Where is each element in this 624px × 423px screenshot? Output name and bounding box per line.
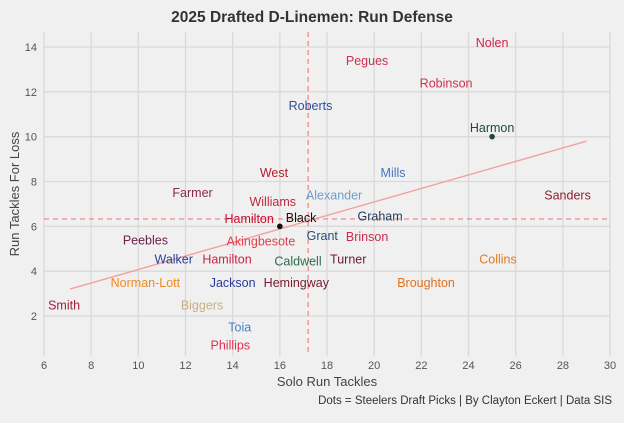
player-label: Toia	[228, 321, 251, 335]
player-label: Biggers	[181, 298, 223, 312]
y-tick-label: 8	[31, 177, 37, 189]
player-label: Black	[286, 211, 317, 225]
grid	[43, 32, 611, 356]
player-label: Sanders	[544, 188, 591, 202]
player-label: Graham	[357, 210, 402, 224]
player-label: Farmer	[172, 186, 212, 200]
player-label: Hemingway	[264, 276, 330, 290]
x-axis-label: Solo Run Tackles	[277, 374, 378, 389]
player-label: Walker	[154, 252, 192, 266]
player-label: Robinson	[420, 76, 473, 90]
x-tick-label: 12	[179, 360, 191, 372]
player-label: Harmon	[470, 121, 515, 135]
player-label: Alexander	[306, 188, 362, 202]
x-tick-label: 8	[88, 360, 94, 372]
steelers-pick-dot	[489, 133, 495, 140]
chart-title: 2025 Drafted D-Linemen: Run Defense	[171, 9, 453, 26]
x-tick-label: 6	[41, 360, 47, 372]
x-tick-label: 28	[557, 360, 569, 372]
player-label: Peebles	[123, 233, 168, 247]
y-axis-ticks: 2 4 6 8 10 12 14	[25, 42, 37, 323]
player-label: Hamilton	[225, 212, 274, 226]
y-tick-label: 14	[25, 42, 37, 54]
player-label: Turner	[330, 252, 366, 266]
player-label: Williams	[249, 195, 296, 209]
x-tick-label: 18	[321, 360, 333, 372]
x-tick-label: 20	[368, 360, 380, 372]
player-label: Pegues	[346, 54, 388, 68]
player-label: Grant	[307, 229, 339, 243]
x-tick-label: 24	[462, 360, 474, 372]
player-label: Brinson	[346, 230, 388, 244]
player-label: Collins	[479, 252, 517, 266]
y-tick-label: 6	[31, 221, 37, 233]
player-label: Jackson	[210, 276, 256, 290]
player-label: West	[260, 166, 289, 180]
player-label: Nolen	[476, 36, 509, 50]
trend-line	[69, 140, 587, 290]
y-tick-label: 12	[25, 87, 37, 99]
player-label: Norman-Lott	[111, 276, 181, 290]
x-tick-label: 30	[604, 360, 616, 372]
player-label: Mills	[381, 166, 406, 180]
caption: Dots = Steelers Draft Picks | By Clayton…	[318, 395, 612, 407]
y-tick-label: 4	[31, 266, 37, 278]
y-tick-label: 10	[25, 132, 37, 144]
player-label: Roberts	[289, 99, 333, 113]
player-label: Smith	[48, 298, 80, 312]
player-label: Hamilton	[202, 252, 251, 266]
player-label: Akingbesote	[227, 234, 296, 248]
point-labels: Nolen Pegues Robinson Roberts Harmon Mills Wes…	[48, 36, 591, 353]
x-tick-label: 26	[510, 360, 522, 372]
y-tick-label: 2	[31, 311, 37, 323]
x-tick-label: 16	[274, 360, 286, 372]
x-tick-label: 22	[415, 360, 427, 372]
y-axis-label: Run Tackles For Loss	[7, 131, 22, 256]
player-label: Phillips	[211, 339, 251, 353]
player-label: Caldwell	[274, 255, 321, 269]
reference-lines	[44, 32, 610, 356]
x-tick-label: 10	[132, 360, 144, 372]
x-axis-ticks: 6 8 10 12 14 16 18 20 22 24 26 28 30	[41, 360, 616, 372]
player-label: Broughton	[397, 276, 455, 290]
steelers-pick-dot	[277, 223, 283, 230]
x-tick-label: 14	[227, 360, 239, 372]
